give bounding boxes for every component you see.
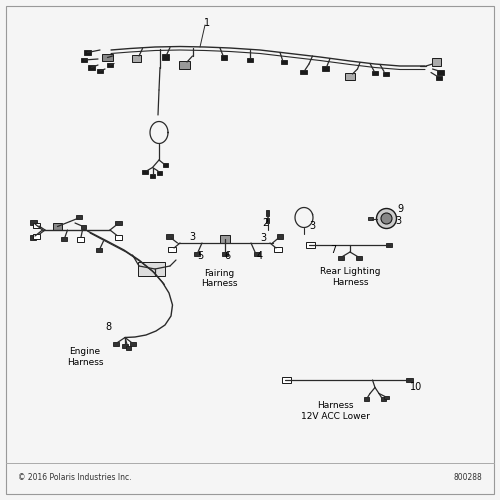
Bar: [34, 234, 40, 238]
Text: 2: 2: [262, 218, 269, 228]
Bar: [112, 342, 118, 345]
Bar: [122, 344, 128, 348]
Text: 9: 9: [398, 204, 404, 214]
Bar: [300, 70, 307, 74]
Text: Fairing
Harness: Fairing Harness: [201, 269, 237, 288]
Bar: [107, 63, 113, 67]
Bar: [222, 252, 228, 256]
Circle shape: [376, 208, 396, 229]
Bar: [163, 163, 168, 167]
Text: 6: 6: [224, 251, 230, 261]
Bar: [132, 56, 141, 62]
Bar: [81, 58, 87, 62]
Bar: [432, 58, 440, 66]
Text: 3: 3: [309, 221, 315, 231]
Bar: [306, 242, 315, 248]
Bar: [157, 170, 162, 174]
Text: 8: 8: [105, 322, 111, 332]
Bar: [194, 252, 200, 256]
Text: 3: 3: [189, 232, 195, 242]
Bar: [221, 55, 227, 60]
Bar: [168, 247, 175, 252]
Bar: [368, 217, 372, 220]
Text: Rear Lighting
Harness: Rear Lighting Harness: [320, 268, 380, 287]
Bar: [364, 397, 368, 401]
Text: 1: 1: [204, 18, 210, 28]
Bar: [380, 397, 386, 401]
Bar: [356, 256, 362, 260]
Bar: [102, 54, 113, 61]
Bar: [138, 262, 165, 276]
Bar: [116, 234, 122, 240]
Bar: [61, 237, 67, 241]
Bar: [126, 346, 130, 350]
Bar: [96, 248, 102, 252]
Bar: [266, 218, 270, 222]
Bar: [266, 210, 270, 216]
Text: © 2016 Polaris Industries Inc.: © 2016 Polaris Industries Inc.: [18, 473, 131, 482]
Bar: [76, 236, 84, 242]
Bar: [84, 50, 91, 55]
Bar: [30, 220, 37, 224]
Bar: [254, 252, 260, 256]
Bar: [436, 76, 442, 80]
Bar: [247, 58, 253, 62]
Bar: [406, 378, 413, 382]
Bar: [282, 377, 291, 383]
Bar: [150, 174, 155, 178]
Bar: [162, 54, 168, 60]
Text: 800288: 800288: [454, 473, 482, 482]
Bar: [97, 68, 103, 73]
Bar: [280, 60, 286, 64]
Bar: [34, 222, 40, 228]
Bar: [115, 220, 121, 225]
Bar: [30, 235, 36, 240]
Bar: [76, 215, 82, 219]
Bar: [53, 223, 62, 230]
Bar: [322, 66, 329, 70]
Text: 3: 3: [395, 216, 401, 226]
Text: 5: 5: [197, 251, 203, 261]
Bar: [386, 242, 392, 247]
Bar: [178, 61, 190, 69]
Bar: [130, 342, 136, 345]
Bar: [345, 73, 355, 80]
Text: Engine
Harness: Engine Harness: [67, 348, 104, 367]
Bar: [88, 65, 95, 70]
Text: 3: 3: [260, 233, 266, 243]
Text: Harness
12V ACC Lower: Harness 12V ACC Lower: [300, 402, 370, 421]
Text: 4: 4: [256, 251, 262, 261]
Text: 10: 10: [410, 382, 422, 392]
Bar: [338, 256, 344, 260]
Bar: [166, 234, 173, 238]
Bar: [382, 72, 388, 76]
Text: 7: 7: [330, 245, 336, 255]
Bar: [274, 247, 282, 252]
Bar: [81, 224, 86, 228]
Bar: [372, 70, 378, 75]
Circle shape: [381, 213, 392, 224]
Bar: [220, 235, 230, 242]
Bar: [384, 396, 389, 399]
Bar: [142, 170, 148, 174]
Bar: [277, 234, 283, 238]
Bar: [437, 70, 444, 74]
